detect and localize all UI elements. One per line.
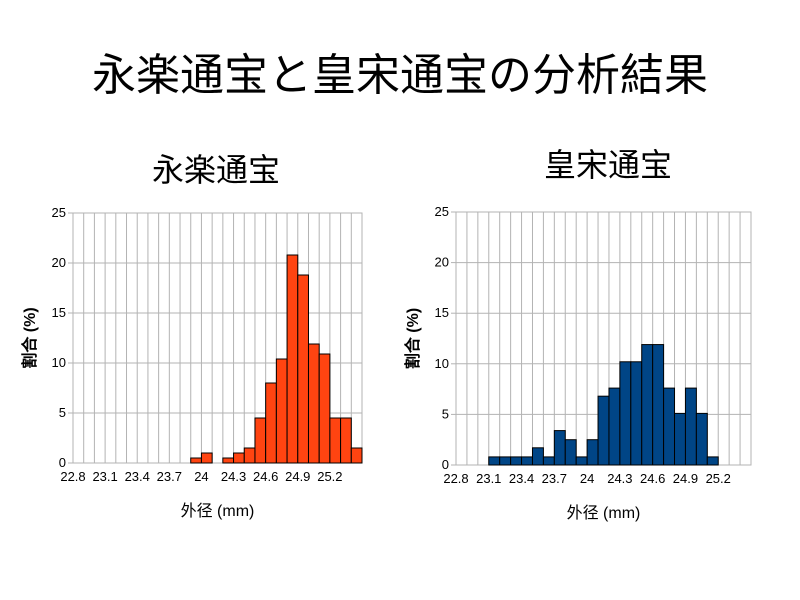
left-bar bbox=[340, 417, 352, 464]
right-bar bbox=[586, 439, 599, 466]
left-bar bbox=[200, 452, 213, 464]
slide-title: 永楽通宝と皇宋通宝の分析結果 bbox=[92, 50, 708, 101]
left-chart-title: 永楽通宝 bbox=[151, 151, 280, 189]
right-x-tick-label: 23.7 bbox=[542, 471, 567, 486]
right-bar bbox=[630, 361, 643, 466]
left-y-tick-label: 5 bbox=[59, 405, 66, 420]
right-bar bbox=[564, 439, 577, 466]
left-x-tick-label: 23.1 bbox=[92, 469, 117, 484]
right-bar bbox=[695, 412, 708, 466]
right-bar bbox=[663, 387, 676, 466]
right-x-tick-label: 22.8 bbox=[443, 471, 468, 486]
right-chart-title: 皇宋通宝 bbox=[543, 146, 672, 184]
right-bar bbox=[499, 456, 512, 466]
left-x-axis-label: 外径 (mm) bbox=[181, 502, 255, 520]
right-bar bbox=[510, 456, 523, 466]
right-bar bbox=[684, 387, 697, 466]
right-x-tick-label: 23.1 bbox=[476, 471, 501, 486]
right-y-tick-label: 5 bbox=[442, 406, 449, 421]
right-x-axis-label: 外径 (mm) bbox=[567, 504, 641, 522]
left-x-tick-label: 23.7 bbox=[157, 469, 182, 484]
left-x-tick-label: 24.6 bbox=[253, 469, 278, 484]
right-bar bbox=[641, 344, 654, 466]
right-x-tick-label: 24.9 bbox=[673, 471, 698, 486]
right-bar bbox=[597, 395, 610, 466]
left-x-tick-label: 23.4 bbox=[125, 469, 150, 484]
left-bar bbox=[350, 447, 363, 464]
right-bar bbox=[553, 430, 566, 466]
right-bar bbox=[521, 456, 533, 466]
left-y-tick-label: 15 bbox=[52, 305, 66, 320]
left-x-tick-label: 24.9 bbox=[285, 469, 310, 484]
right-y-tick-label: 25 bbox=[435, 204, 449, 219]
left-y-tick-label: 0 bbox=[59, 455, 66, 470]
left-plot-border bbox=[72, 212, 363, 464]
right-y-tick-label: 0 bbox=[442, 457, 449, 472]
left-y-tick-label: 20 bbox=[52, 255, 66, 270]
left-y-tick-label: 10 bbox=[52, 355, 66, 370]
left-x-tick-label: 24 bbox=[194, 469, 208, 484]
right-x-tick-label: 24.6 bbox=[640, 471, 665, 486]
right-bar bbox=[531, 447, 544, 466]
right-bar bbox=[674, 412, 686, 466]
right-bar bbox=[619, 361, 632, 466]
right-y-axis-label: 割合 (%) bbox=[403, 308, 422, 369]
right-x-tick-label: 23.4 bbox=[509, 471, 534, 486]
right-bar bbox=[608, 387, 621, 466]
left-bar bbox=[318, 353, 331, 464]
right-y-tick-label: 10 bbox=[435, 356, 449, 371]
right-bar bbox=[575, 456, 588, 466]
left-y-tick-label: 25 bbox=[52, 205, 66, 220]
right-x-tick-label: 25.2 bbox=[706, 471, 731, 486]
right-y-tick-label: 15 bbox=[435, 305, 449, 320]
right-y-tick-label: 20 bbox=[435, 255, 449, 270]
left-y-axis-label: 割合 (%) bbox=[20, 307, 39, 368]
right-bar bbox=[706, 456, 719, 466]
right-bar bbox=[488, 456, 501, 466]
right-bar bbox=[652, 344, 665, 466]
right-bar bbox=[542, 456, 555, 466]
left-x-tick-label: 24.3 bbox=[221, 469, 246, 484]
right-x-tick-label: 24.3 bbox=[607, 471, 632, 486]
left-x-tick-label: 22.8 bbox=[60, 469, 85, 484]
right-x-tick-label: 24 bbox=[580, 471, 594, 486]
left-x-tick-label: 25.2 bbox=[317, 469, 342, 484]
